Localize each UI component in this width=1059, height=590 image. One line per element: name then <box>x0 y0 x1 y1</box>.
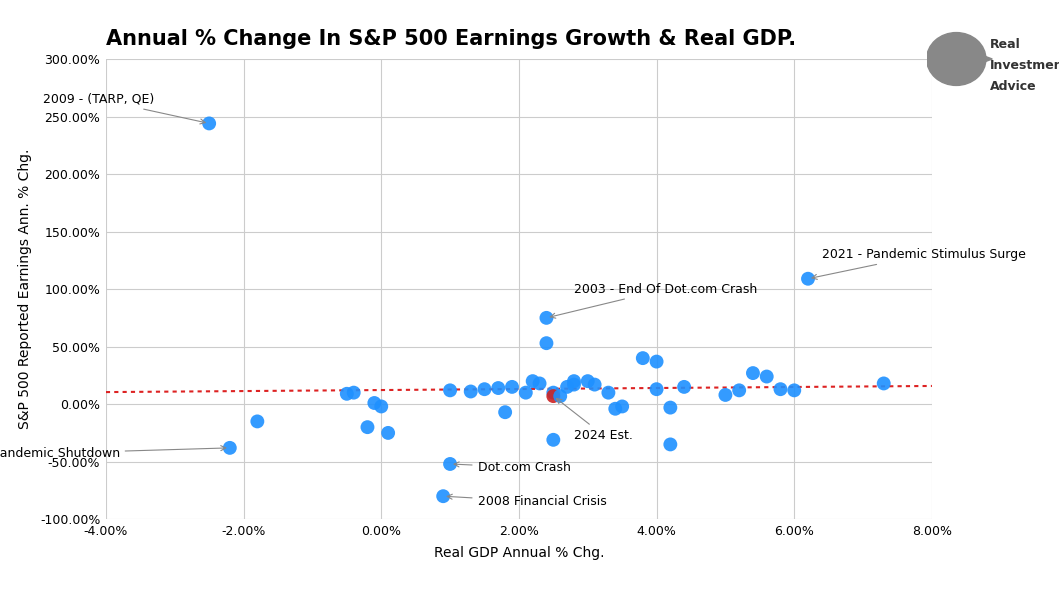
Polygon shape <box>980 54 992 64</box>
Point <box>662 403 679 412</box>
Text: 2009 - (TARP, QE): 2009 - (TARP, QE) <box>42 93 205 124</box>
Text: Investment: Investment <box>990 59 1059 72</box>
Circle shape <box>927 32 986 86</box>
Point <box>435 491 452 501</box>
Point <box>462 387 479 396</box>
Point <box>744 368 761 378</box>
Point <box>477 385 493 394</box>
Point <box>544 435 561 444</box>
Point <box>538 339 555 348</box>
Point <box>607 404 624 414</box>
Point <box>538 313 555 323</box>
Text: Annual % Change In S&P 500 Earnings Growth & Real GDP.: Annual % Change In S&P 500 Earnings Grow… <box>106 29 796 49</box>
X-axis label: Real GDP Annual % Chg.: Real GDP Annual % Chg. <box>433 546 605 560</box>
Point <box>373 402 390 411</box>
Point <box>579 376 596 386</box>
Point <box>201 119 218 128</box>
Point <box>442 459 459 468</box>
Point <box>648 385 665 394</box>
Point <box>552 391 569 401</box>
Text: 2008 Financial Crisis: 2008 Financial Crisis <box>447 494 607 509</box>
Point <box>662 440 679 449</box>
Point <box>359 422 376 432</box>
Point <box>786 386 803 395</box>
Point <box>489 384 507 393</box>
Text: Real: Real <box>990 38 1021 51</box>
Point <box>634 353 651 363</box>
Text: 2020 Pandemic Shutdown: 2020 Pandemic Shutdown <box>0 445 226 460</box>
Point <box>614 402 631 411</box>
Point <box>717 390 734 399</box>
Point <box>800 274 816 283</box>
Point <box>221 443 238 453</box>
Point <box>339 389 356 398</box>
Point <box>366 398 383 408</box>
Y-axis label: S&P 500 Reported Earnings Ann. % Chg.: S&P 500 Reported Earnings Ann. % Chg. <box>18 149 32 430</box>
Point <box>532 379 549 388</box>
Point <box>600 388 617 398</box>
Point <box>772 385 789 394</box>
Point <box>566 380 582 389</box>
Point <box>442 386 459 395</box>
Point <box>648 357 665 366</box>
Text: Dot.com Crash: Dot.com Crash <box>454 461 571 474</box>
Point <box>345 388 362 398</box>
Point <box>758 372 775 381</box>
Text: Advice: Advice <box>990 80 1037 93</box>
Text: 2024 Est.: 2024 Est. <box>556 399 633 442</box>
Point <box>497 408 514 417</box>
Point <box>524 376 541 386</box>
Point <box>559 382 576 392</box>
Text: 2021 - Pandemic Stimulus Surge: 2021 - Pandemic Stimulus Surge <box>812 248 1026 279</box>
Point <box>731 386 748 395</box>
Point <box>544 391 561 401</box>
Point <box>504 382 521 392</box>
Point <box>587 380 604 389</box>
Point <box>875 379 892 388</box>
Point <box>517 388 534 398</box>
Point <box>676 382 693 392</box>
Point <box>249 417 266 426</box>
Text: 2003 - End Of Dot.com Crash: 2003 - End Of Dot.com Crash <box>551 283 757 318</box>
Point <box>544 388 561 398</box>
Point <box>380 428 397 438</box>
Point <box>566 376 582 386</box>
